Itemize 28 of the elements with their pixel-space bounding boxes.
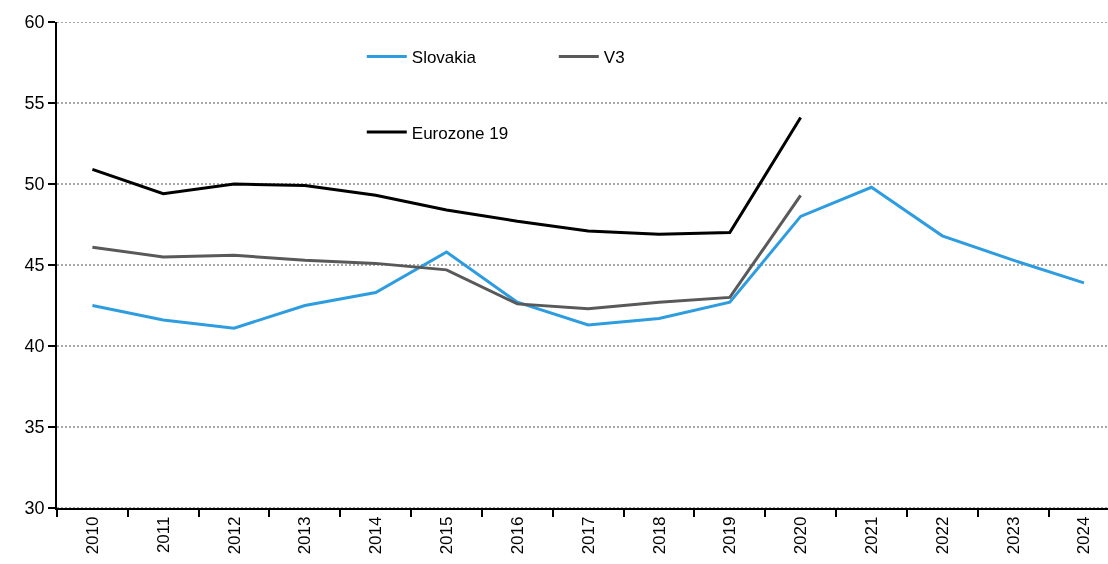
y-tick-label: 35 — [24, 417, 45, 438]
y-tick-label: 40 — [24, 336, 45, 357]
x-tick-label: 2023 — [1003, 516, 1023, 555]
x-tick-label: 2021 — [861, 516, 881, 555]
x-tick-label: 2020 — [791, 516, 811, 555]
line-series — [90, 116, 803, 236]
x-tick-label: 2011 — [153, 516, 173, 554]
x-tick-label: 2012 — [224, 516, 244, 555]
legend-label: Slovakia — [411, 48, 477, 68]
line-series — [90, 185, 1086, 330]
x-tick-label: 2014 — [366, 516, 386, 555]
x-tick-label: 2016 — [507, 516, 527, 555]
x-tick-label: 2018 — [649, 516, 669, 555]
y-tick-label: 45 — [24, 255, 45, 276]
y-tick-label: 50 — [24, 174, 45, 195]
y-tick-label: 55 — [24, 93, 45, 114]
x-tick-label: 2022 — [932, 516, 952, 555]
legend-label: Eurozone 19 — [411, 123, 509, 143]
x-tick-label: 2019 — [720, 516, 740, 555]
x-tick-label: 2024 — [1074, 516, 1094, 555]
x-tick-label: 2015 — [437, 516, 457, 555]
line-series — [90, 193, 803, 311]
x-tick-label: 2017 — [578, 516, 598, 555]
x-tick-label: 2010 — [82, 516, 102, 555]
y-tick-label: 60 — [24, 12, 45, 33]
legend-label: V3 — [603, 48, 625, 68]
x-tick-label: 2013 — [295, 516, 315, 555]
y-tick-label: 30 — [24, 498, 45, 519]
